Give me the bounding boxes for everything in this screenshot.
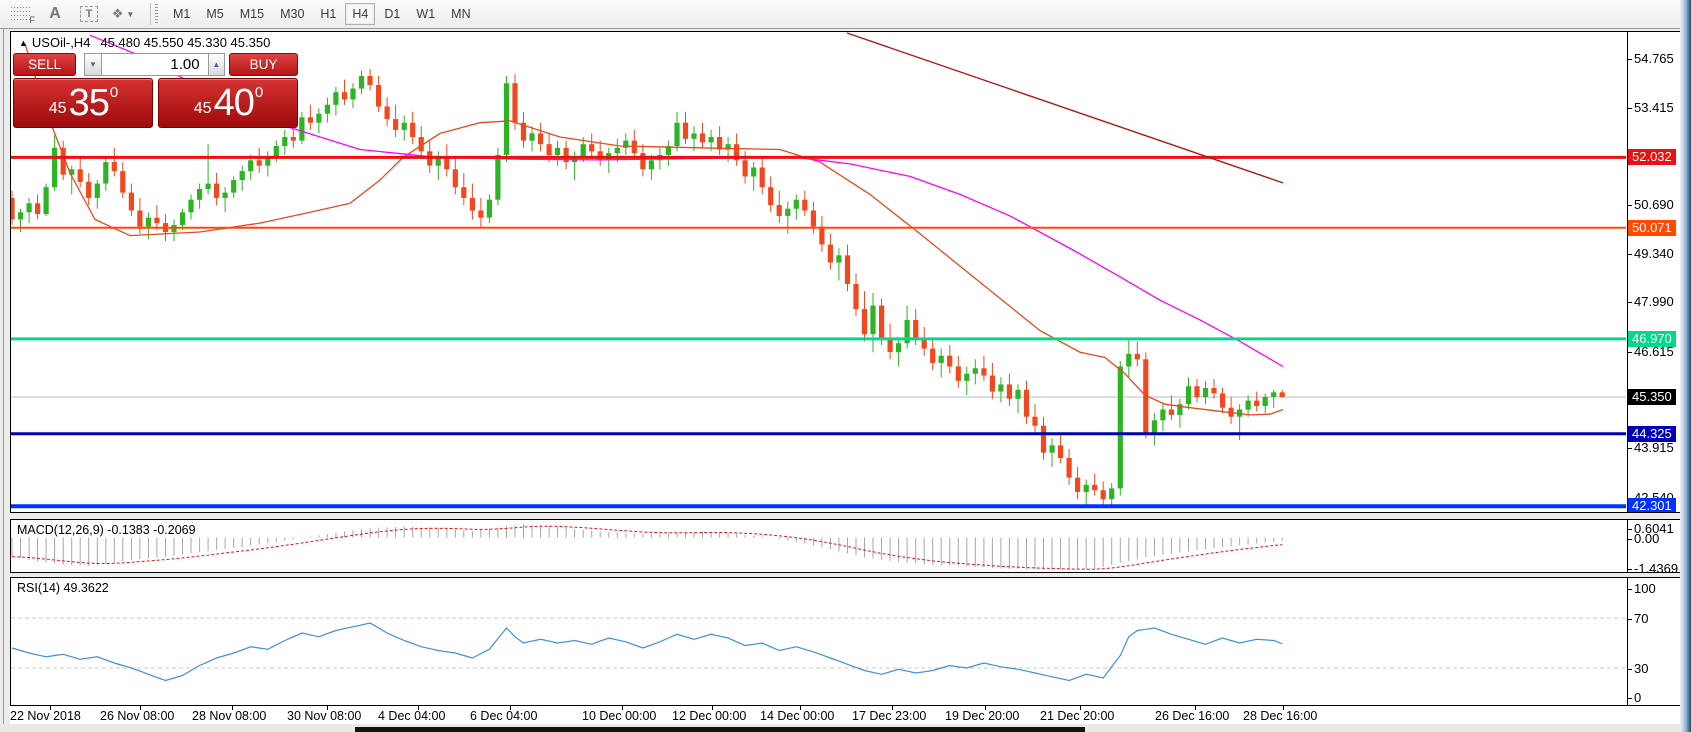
sell-button[interactable]: SELL bbox=[13, 53, 77, 76]
chart-symbol-label: USOil-,H4 bbox=[31, 35, 91, 50]
sell-price-prefix: 45 bbox=[48, 100, 67, 117]
timeframe-button-D1[interactable]: D1 bbox=[384, 7, 401, 21]
price-level-tag: 46.970 bbox=[1628, 331, 1676, 347]
time-tick-label: 12 Dec 00:00 bbox=[672, 709, 747, 723]
window-right-border bbox=[1680, 0, 1691, 732]
buy-price-main: 40 bbox=[213, 81, 255, 124]
time-tick-label: 19 Dec 20:00 bbox=[945, 709, 1020, 723]
rsi-axis-label: 0 bbox=[1634, 690, 1642, 705]
dropdown-caret-icon: ▼ bbox=[126, 9, 135, 19]
symbol-marker-icon: ▲ bbox=[19, 37, 28, 48]
sell-price-point: 0 bbox=[109, 83, 119, 101]
timeframe-button-M30[interactable]: M30 bbox=[280, 7, 305, 21]
volume-input[interactable] bbox=[101, 53, 208, 76]
price-tick-label: 54.765 bbox=[1634, 51, 1674, 66]
volume-increase-button[interactable]: ▲ bbox=[207, 53, 225, 76]
timeframe-button-H4[interactable]: H4 bbox=[345, 3, 376, 25]
sell-price-main: 35 bbox=[68, 81, 110, 124]
macd-label: MACD(12,26,9) -0.1383 -0.2069 bbox=[17, 523, 196, 537]
time-tick-label: 28 Nov 08:00 bbox=[192, 709, 267, 723]
text-box-icon[interactable]: T bbox=[76, 4, 102, 24]
price-tick-label: 50.690 bbox=[1634, 197, 1674, 212]
time-tick-label: 10 Dec 00:00 bbox=[582, 709, 657, 723]
time-tick-label: 30 Nov 08:00 bbox=[287, 709, 362, 723]
timeframe-button-M5[interactable]: M5 bbox=[206, 7, 224, 21]
time-tick-label: 4 Dec 04:00 bbox=[378, 709, 446, 723]
price-tick-label: 49.340 bbox=[1634, 246, 1674, 261]
volume-decrease-button[interactable]: ▼ bbox=[84, 53, 102, 76]
rsi-label: RSI(14) 49.3622 bbox=[17, 581, 109, 595]
price-level-tag: 52.032 bbox=[1628, 149, 1676, 165]
price-level-tag: 50.071 bbox=[1628, 220, 1676, 236]
time-tick-label: 17 Dec 23:00 bbox=[852, 709, 927, 723]
macd-axis-label: 0.00 bbox=[1634, 531, 1660, 546]
price-level-tag: 45.350 bbox=[1628, 389, 1676, 405]
buy-price-point: 0 bbox=[254, 83, 264, 101]
bottom-window-frame bbox=[0, 724, 1680, 732]
draw-objects-icon[interactable]: ❖ ▼ bbox=[111, 6, 135, 21]
time-tick-label: 21 Dec 20:00 bbox=[1040, 709, 1115, 723]
macd-indicator-panel[interactable]: MACD(12,26,9) -0.1383 -0.2069 bbox=[10, 520, 1627, 572]
one-click-trading-widget: SELL ▼ ▲ BUY 45 35 0 45 40 0 bbox=[13, 53, 298, 128]
rsi-indicator-panel[interactable]: RSI(14) 49.3622 bbox=[10, 578, 1627, 705]
timeframe-toolbar: M1 M5 M15 M30 H1 H4 D1 W1 MN bbox=[166, 3, 480, 25]
price-level-tag: 44.325 bbox=[1628, 426, 1676, 442]
price-level-tag: 42.301 bbox=[1628, 498, 1676, 514]
panel-splitter[interactable] bbox=[10, 572, 1680, 578]
macd-canvas[interactable] bbox=[11, 520, 1626, 572]
price-tick-label: 46.615 bbox=[1634, 344, 1674, 359]
timeframe-button-M15[interactable]: M15 bbox=[239, 7, 265, 21]
chart-title: ▲ USOil-,H4 45.480 45.550 45.330 45.350 bbox=[19, 35, 270, 50]
time-tick-label: 28 Dec 16:00 bbox=[1243, 709, 1318, 723]
rsi-canvas[interactable] bbox=[11, 578, 1626, 704]
buy-button[interactable]: BUY bbox=[228, 53, 298, 76]
toolbar-grip[interactable] bbox=[155, 4, 158, 24]
price-chart-canvas[interactable] bbox=[11, 32, 1626, 511]
time-tick-label: 26 Dec 16:00 bbox=[1155, 709, 1230, 723]
rsi-axis-label: 70 bbox=[1634, 611, 1649, 626]
buy-price-tile[interactable]: 45 40 0 bbox=[158, 78, 298, 128]
time-tick-label: 26 Nov 08:00 bbox=[100, 709, 175, 723]
time-tick-label: 6 Dec 04:00 bbox=[470, 709, 538, 723]
price-tick-label: 53.415 bbox=[1634, 100, 1674, 115]
rsi-axis-label: 30 bbox=[1634, 661, 1649, 676]
panel-splitter[interactable] bbox=[10, 512, 1680, 520]
indicator-list-icon[interactable]: F bbox=[8, 4, 35, 25]
chart-ohlc-values: 45.480 45.550 45.330 45.350 bbox=[100, 35, 271, 50]
price-tick-label: 43.915 bbox=[1634, 440, 1674, 455]
time-tick-label: 14 Dec 00:00 bbox=[760, 709, 835, 723]
toolbar: F A T ❖ ▼ M1 M5 M15 M30 H1 H4 D1 W1 MN bbox=[0, 0, 1691, 29]
text-label-icon[interactable]: A bbox=[49, 5, 61, 22]
toolbar-separator bbox=[150, 3, 151, 25]
price-chart-panel[interactable]: ▲ USOil-,H4 45.480 45.550 45.330 45.350 … bbox=[10, 31, 1627, 512]
timeframe-button-H1[interactable]: H1 bbox=[320, 7, 337, 21]
timeframe-button-W1[interactable]: W1 bbox=[416, 7, 436, 21]
timeframe-button-MN[interactable]: MN bbox=[451, 7, 471, 21]
rsi-axis-label: 100 bbox=[1634, 581, 1656, 596]
timeframe-button-M1[interactable]: M1 bbox=[173, 7, 191, 21]
price-axis[interactable]: 54.765 53.415 52.032 50.690 50.071 49.340 47.9… bbox=[1627, 31, 1680, 705]
time-tick-label: 22 Nov 2018 bbox=[10, 709, 81, 723]
left-window-margin bbox=[0, 29, 10, 724]
time-axis[interactable]: 22 Nov 2018 26 Nov 08:00 28 Nov 08:00 30 No… bbox=[10, 705, 1680, 724]
price-tick-label: 47.990 bbox=[1634, 294, 1674, 309]
sell-price-tile[interactable]: 45 35 0 bbox=[13, 78, 153, 128]
macd-axis-label: 0.6041 bbox=[1634, 521, 1674, 536]
buy-price-prefix: 45 bbox=[193, 100, 212, 117]
